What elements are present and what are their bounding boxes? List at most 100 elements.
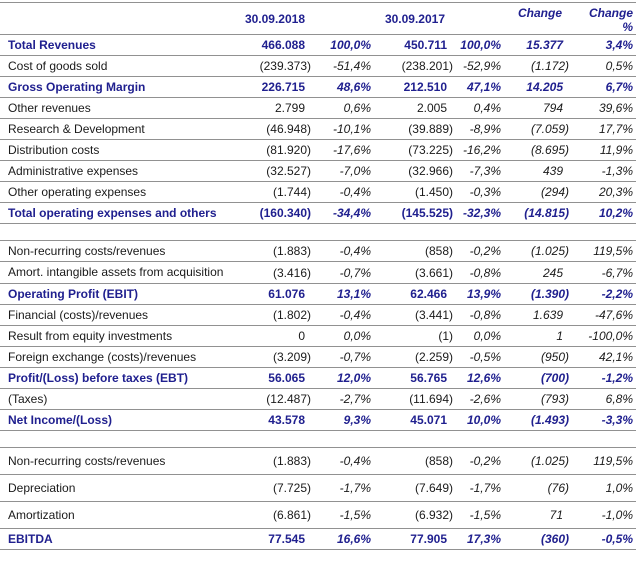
cell-pct-2018: -0,4% <box>315 304 375 326</box>
cell-value-2017: (39.889) <box>375 118 455 140</box>
cell-value-2018: (3.209) <box>230 346 315 368</box>
cell-pct-2017: -0,8% <box>455 304 505 326</box>
cell-pct-2017: -0,2% <box>455 240 505 262</box>
cell-change: (7.059) <box>505 118 570 140</box>
cell-change-pct: 0,5% <box>570 55 636 77</box>
cell-pct-2018: -0,7% <box>315 261 375 284</box>
cell-pct-2017: 12,6% <box>455 367 505 389</box>
cell-change-pct: -0,5% <box>570 528 636 550</box>
header-spacer <box>0 2 230 35</box>
cell-value-2017: (6.932) <box>375 501 455 529</box>
cell-pct-2017: 17,3% <box>455 528 505 550</box>
cell-value-2018: (1.883) <box>230 240 315 262</box>
cell-change-pct: 6,8% <box>570 388 636 410</box>
table-row: Amort. intangible assets from acquisitio… <box>0 261 636 284</box>
cell-change: (1.172) <box>505 55 570 77</box>
header-change-pct-line2: % <box>622 20 633 34</box>
income-statement-report: 30.09.2018 30.09.2017 Change Change % To… <box>0 2 636 550</box>
header-pct-2018-spacer <box>315 2 375 35</box>
cell-change: 439 <box>505 160 570 182</box>
cell-change-pct: 39,6% <box>570 97 636 119</box>
cell-pct-2018: -1,7% <box>315 474 375 502</box>
cell-change: 15.377 <box>505 34 570 56</box>
cell-value-2018: (7.725) <box>230 474 315 502</box>
cell-value-2018: (6.861) <box>230 501 315 529</box>
cell-value-2017: (145.525) <box>375 202 455 224</box>
cell-value-2017: (1.450) <box>375 181 455 203</box>
cell-change: 1 <box>505 325 570 347</box>
cell-change-pct: -47,6% <box>570 304 636 326</box>
cell-value-2017: 62.466 <box>375 283 455 305</box>
header-change-pct: Change % <box>570 2 636 35</box>
cell-label: Non-recurring costs/revenues <box>0 240 230 262</box>
cell-value-2017: (11.694) <box>375 388 455 410</box>
table-row: Net Income/(Loss) 43.578 9,3% 45.071 10,… <box>0 409 636 431</box>
cell-pct-2018: -0,4% <box>315 181 375 203</box>
cell-value-2017: 77.905 <box>375 528 455 550</box>
table-row: (Taxes) (12.487) -2,7% (11.694) -2,6% (7… <box>0 388 636 410</box>
cell-label: Result from equity investments <box>0 325 230 347</box>
table-row: EBITDA 77.545 16,6% 77.905 17,3% (360) -… <box>0 528 636 550</box>
section-gap <box>0 223 636 241</box>
cell-value-2017: 56.765 <box>375 367 455 389</box>
cell-change-pct: 6,7% <box>570 76 636 98</box>
cell-pct-2018: -0,4% <box>315 240 375 262</box>
cell-value-2017: (73.225) <box>375 139 455 161</box>
cell-change-pct: -2,2% <box>570 283 636 305</box>
cell-label: Other revenues <box>0 97 230 119</box>
cell-change-pct: -3,3% <box>570 409 636 431</box>
cell-label: Net Income/(Loss) <box>0 409 230 431</box>
table-row: Administrative expenses (32.527) -7,0% (… <box>0 160 636 182</box>
cell-pct-2018: -0,7% <box>315 346 375 368</box>
cell-value-2017: (238.201) <box>375 55 455 77</box>
table-row: Total Revenues 466.088 100,0% 450.711 10… <box>0 34 636 56</box>
cell-change-pct: -100,0% <box>570 325 636 347</box>
cell-pct-2017: 10,0% <box>455 409 505 431</box>
cell-pct-2017: -7,3% <box>455 160 505 182</box>
cell-pct-2018: 0,0% <box>315 325 375 347</box>
header-pct-2017-spacer <box>455 2 505 35</box>
table-row: Gross Operating Margin 226.715 48,6% 212… <box>0 76 636 98</box>
table-row: Profit/(Loss) before taxes (EBT) 56.065 … <box>0 367 636 389</box>
cell-change-pct: 119,5% <box>570 447 636 475</box>
cell-pct-2018: -51,4% <box>315 55 375 77</box>
cell-label: Research & Development <box>0 118 230 140</box>
cell-value-2018: (3.416) <box>230 261 315 284</box>
cell-value-2018: (81.920) <box>230 139 315 161</box>
cell-pct-2017: -1,7% <box>455 474 505 502</box>
table-row: Non-recurring costs/revenues (1.883) -0,… <box>0 240 636 262</box>
cell-pct-2017: -8,9% <box>455 118 505 140</box>
cell-pct-2017: 0,0% <box>455 325 505 347</box>
table-row: Total operating expenses and others (160… <box>0 202 636 224</box>
cell-value-2018: 466.088 <box>230 34 315 56</box>
cell-pct-2018: -10,1% <box>315 118 375 140</box>
cell-pct-2018: 12,0% <box>315 367 375 389</box>
cell-value-2018: (1.744) <box>230 181 315 203</box>
cell-label: Profit/(Loss) before taxes (EBT) <box>0 367 230 389</box>
cell-change-pct: 119,5% <box>570 240 636 262</box>
cell-pct-2018: -34,4% <box>315 202 375 224</box>
cell-label: Amort. intangible assets from acquisitio… <box>0 261 230 284</box>
cell-pct-2017: -0,3% <box>455 181 505 203</box>
cell-pct-2017: 100,0% <box>455 34 505 56</box>
cell-change-pct: 17,7% <box>570 118 636 140</box>
cell-value-2017: (7.649) <box>375 474 455 502</box>
table-row: Result from equity investments 0 0,0% (1… <box>0 325 636 347</box>
cell-value-2018: (1.883) <box>230 447 315 475</box>
cell-pct-2017: -16,2% <box>455 139 505 161</box>
cell-label: Amortization <box>0 501 230 529</box>
cell-value-2018: 226.715 <box>230 76 315 98</box>
cell-value-2018: (239.373) <box>230 55 315 77</box>
table-row: Financial (costs)/revenues (1.802) -0,4%… <box>0 304 636 326</box>
section-gap <box>0 430 636 448</box>
cell-label: Non-recurring costs/revenues <box>0 447 230 475</box>
cell-value-2017: 45.071 <box>375 409 455 431</box>
cell-value-2018: 0 <box>230 325 315 347</box>
cell-change-pct: -1,3% <box>570 160 636 182</box>
cell-label: Cost of goods sold <box>0 55 230 77</box>
cell-change-pct: 1,0% <box>570 474 636 502</box>
cell-pct-2017: -2,6% <box>455 388 505 410</box>
cell-pct-2018: -1,5% <box>315 501 375 529</box>
cell-pct-2018: -0,4% <box>315 447 375 475</box>
cell-pct-2017: -0,5% <box>455 346 505 368</box>
